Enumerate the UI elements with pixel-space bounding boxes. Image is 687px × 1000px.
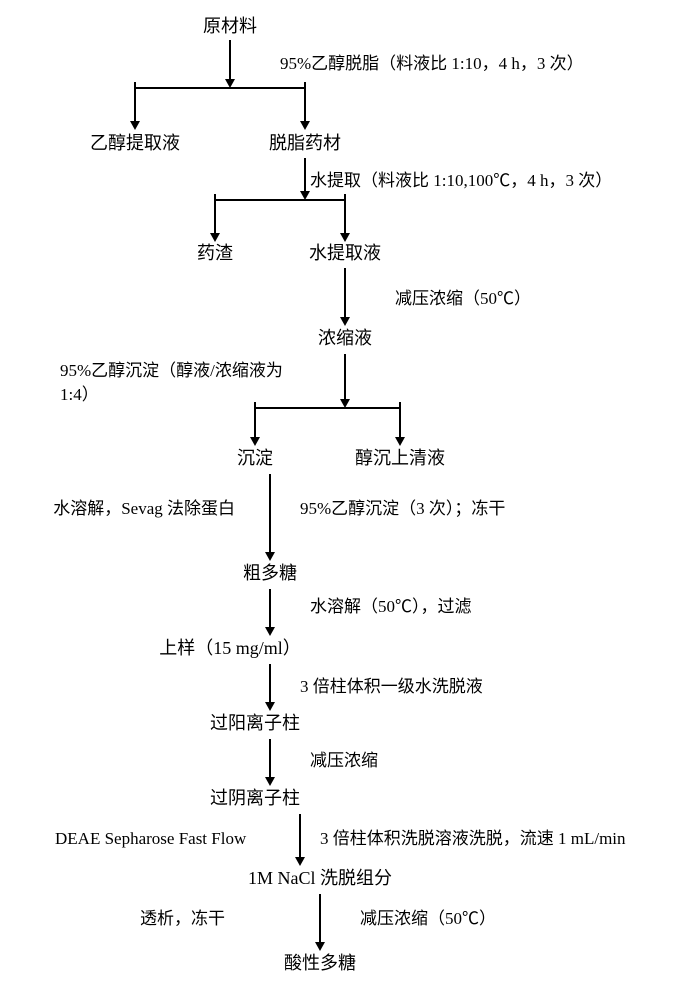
node-defat: 脱脂药材	[269, 133, 341, 153]
node-nacl: 1M NaCl 洗脱组分	[248, 868, 392, 888]
ann-a10: DEAE Sepharose Fast Flow	[55, 829, 247, 848]
ann-a5: 水溶解，Sevag 法除蛋白	[53, 499, 235, 518]
node-supern: 醇沉上清液	[355, 448, 445, 468]
ann-a3: 减压浓缩（50℃）	[395, 289, 531, 308]
ann-a7: 水溶解（50℃），过滤	[310, 597, 472, 616]
node-precip: 沉淀	[237, 448, 273, 468]
node-anion: 过阴离子柱	[210, 788, 300, 808]
node-raw: 原材料	[203, 16, 257, 36]
node-acidic: 酸性多糖	[284, 953, 356, 973]
ann-a12: 透析，冻干	[140, 909, 225, 928]
ann-a2: 水提取（料液比 1:10,100℃，4 h，3 次）	[310, 171, 612, 190]
ann-a13: 减压浓缩（50℃）	[360, 909, 496, 928]
node-load: 上样（15 mg/ml）	[159, 638, 301, 658]
ann-a6: 95%乙醇沉淀（3 次）；冻干	[300, 499, 505, 518]
ann-a1: 95%乙醇脱脂（料液比 1:10，4 h，3 次）	[280, 54, 584, 73]
ann-a9: 减压浓缩	[310, 751, 378, 770]
ann-a11: 3 倍柱体积洗脱溶液洗脱，流速 1 mL/min	[320, 829, 626, 848]
node-crude: 粗多糖	[243, 563, 297, 583]
ann-a4a: 95%乙醇沉淀（醇液/浓缩液为	[60, 361, 283, 380]
node-dregs: 药渣	[197, 243, 233, 263]
ann-a8: 3 倍柱体积一级水洗脱液	[300, 677, 483, 696]
node-eth_ext: 乙醇提取液	[90, 133, 180, 153]
node-conc: 浓缩液	[318, 328, 372, 348]
node-water_ext: 水提取液	[309, 243, 381, 263]
ann-a4b: 1:4）	[60, 385, 99, 404]
node-cation: 过阳离子柱	[210, 713, 300, 733]
